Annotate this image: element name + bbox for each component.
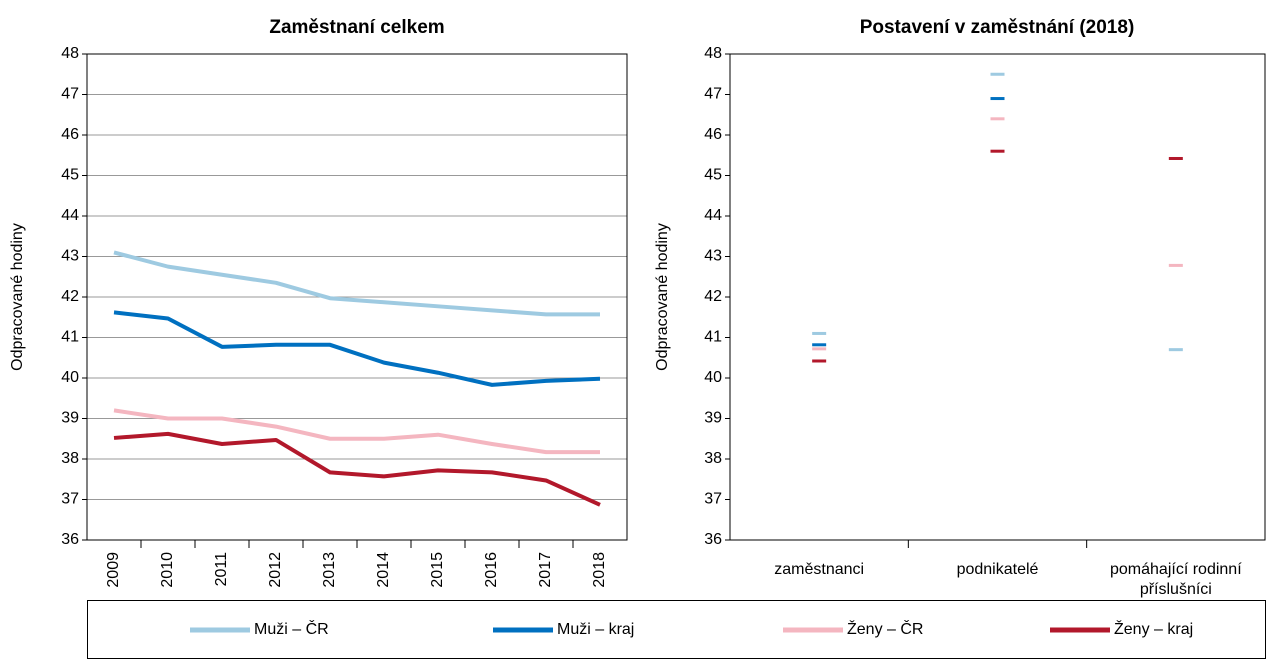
line (113, 310, 601, 387)
dash-marker (812, 331, 827, 335)
dash-marker (1168, 348, 1183, 352)
dash-marker (1168, 263, 1183, 267)
y-tick-label: 41 (61, 329, 79, 346)
x-tick-label: 2014 (375, 552, 392, 588)
y-axis-title: Odpracované hodiny (9, 223, 26, 371)
dash-marker (1168, 156, 1183, 160)
x-tick-label: 2012 (267, 552, 284, 588)
dash-marker (990, 149, 1005, 153)
x-tick-label: podnikatelé (957, 561, 1039, 578)
legend-label: Muži – ČR (254, 619, 329, 638)
y-tick-label: 39 (61, 410, 79, 427)
y-tick-label: 40 (704, 369, 722, 386)
label-line: pomáhající rodinní (1110, 561, 1242, 578)
y-tick-label: 40 (61, 369, 79, 386)
chart-title: Zaměstnaní celkem (269, 17, 444, 38)
x-tick-label: 2015 (429, 552, 446, 588)
y-axis-title: Odpracované hodiny (654, 223, 671, 371)
line (113, 408, 600, 455)
line (113, 250, 600, 317)
y-tick-label: 45 (61, 167, 79, 184)
y-tick-label: 37 (61, 491, 79, 508)
dash-marker (990, 117, 1005, 121)
dash-marker (990, 72, 1005, 76)
x-tick-label: 2017 (537, 552, 554, 588)
x-tick-label: 2011 (213, 552, 230, 587)
y-tick-label: 47 (704, 86, 722, 103)
y-tick-label: 41 (704, 329, 722, 346)
x-tick-label: pomáhající rodinní příslušníci (1110, 561, 1242, 598)
legend-label: Muži – kraj (557, 621, 634, 638)
x-tick-label: 2013 (321, 552, 338, 588)
y-tick-label: 47 (61, 86, 79, 103)
legend-label: Ženy – kraj (1114, 619, 1193, 638)
dash-marker (812, 359, 827, 363)
y-tick-label: 42 (61, 288, 79, 305)
y-tick-label: 38 (704, 450, 722, 467)
y-tick-label: 42 (704, 288, 722, 305)
line (113, 431, 601, 507)
x-tick-label: 2016 (483, 552, 500, 588)
y-tick-label: 36 (704, 531, 722, 548)
legend-label: Ženy – ČR (847, 619, 923, 638)
x-tick-label: 2010 (159, 552, 176, 588)
y-tick-label: 48 (61, 45, 79, 62)
y-tick-label: 43 (704, 248, 722, 265)
dash-marker (812, 347, 827, 351)
plot-area (729, 53, 1266, 541)
dash-marker (812, 343, 827, 347)
y-tick-label: 44 (61, 207, 79, 224)
x-tick-label: zaměstnanci (774, 561, 864, 578)
y-tick-label: 44 (704, 207, 722, 224)
y-tick-label: 39 (704, 410, 722, 427)
y-tick-label: 37 (704, 491, 722, 508)
y-tick-label: 38 (61, 450, 79, 467)
label-line: příslušníci (1140, 581, 1212, 598)
y-tick-label: 46 (61, 126, 79, 143)
x-tick-label: 2009 (105, 552, 122, 588)
chart-title: Postavení v zaměstnání (2018) (860, 17, 1135, 38)
y-tick-label: 36 (61, 531, 79, 548)
y-tick-label: 43 (61, 248, 79, 265)
y-tick-label: 48 (704, 45, 722, 62)
x-tick-label: 2018 (591, 552, 608, 588)
y-tick-label: 46 (704, 126, 722, 143)
dash-marker (990, 97, 1005, 101)
y-tick-label: 45 (704, 167, 722, 184)
